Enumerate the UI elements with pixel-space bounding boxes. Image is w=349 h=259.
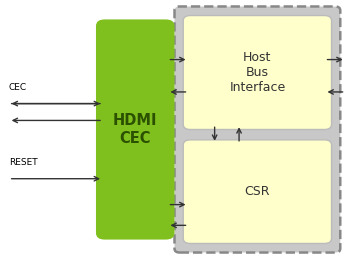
FancyBboxPatch shape xyxy=(183,140,332,243)
Text: Host
Bus
Interface: Host Bus Interface xyxy=(229,51,285,94)
FancyBboxPatch shape xyxy=(96,19,174,240)
FancyBboxPatch shape xyxy=(183,16,332,130)
FancyBboxPatch shape xyxy=(174,6,340,253)
Text: RESET: RESET xyxy=(9,158,37,167)
Text: HDMI
CEC: HDMI CEC xyxy=(113,113,157,146)
Text: CEC: CEC xyxy=(9,83,27,92)
Text: CSR: CSR xyxy=(245,185,270,198)
